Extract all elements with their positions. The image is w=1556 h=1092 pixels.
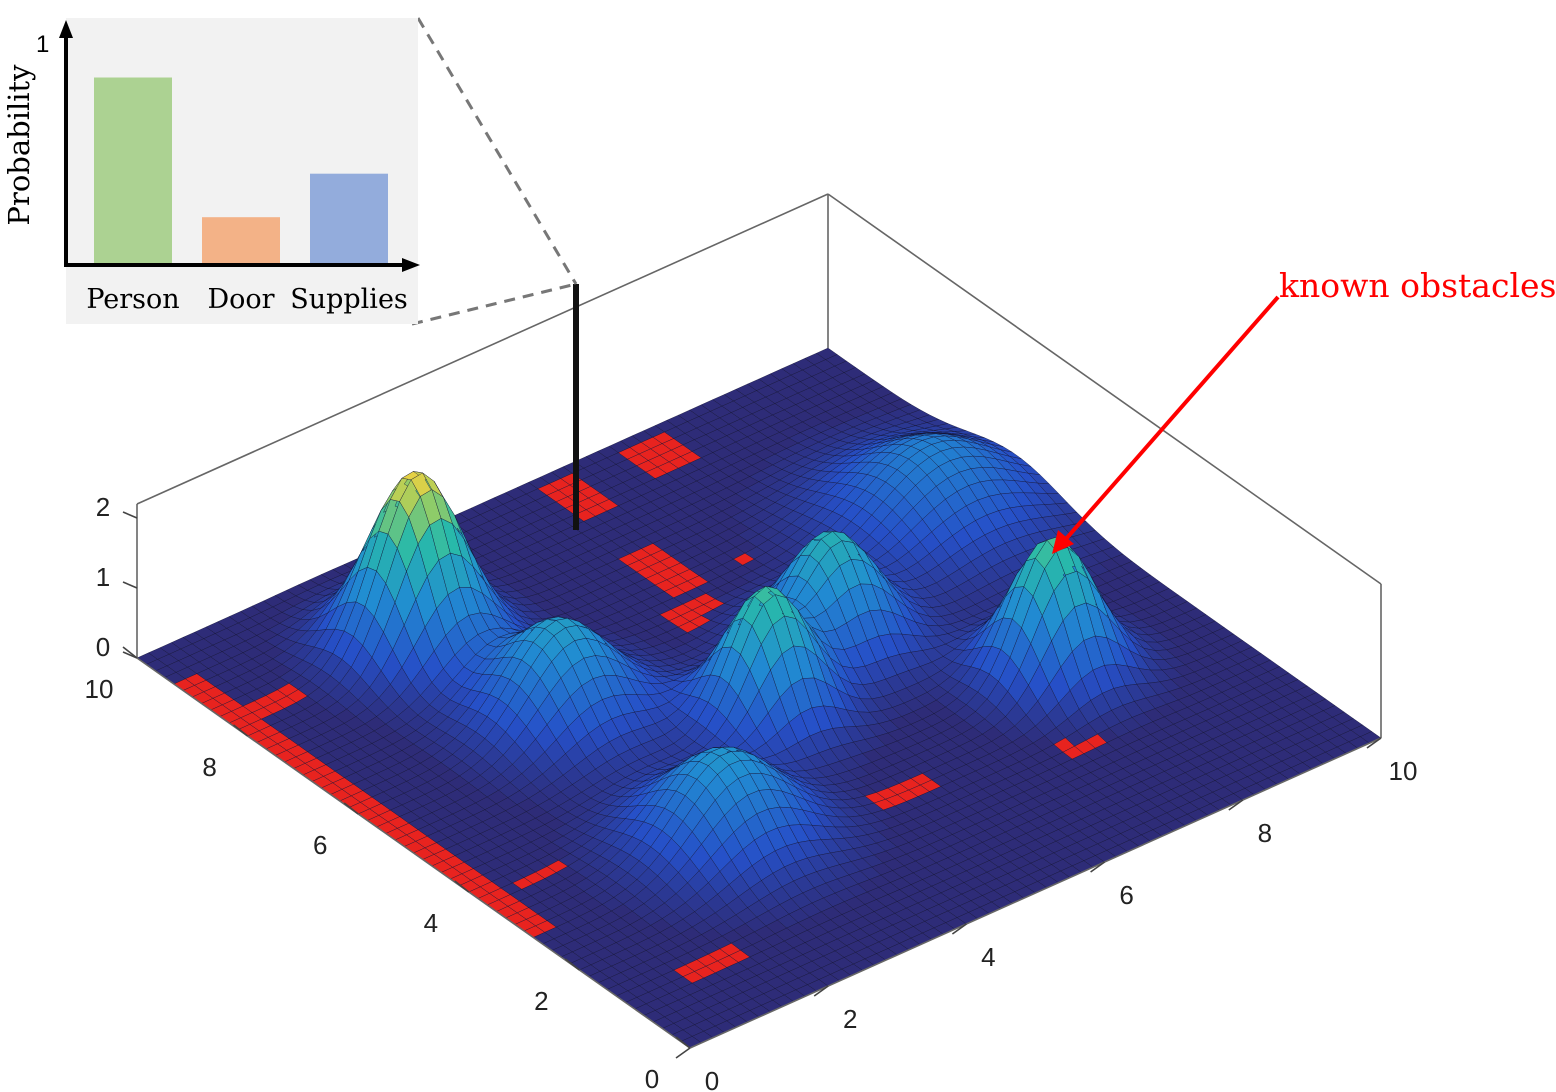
bar-door [202, 217, 280, 263]
z-tick-mark [122, 581, 138, 589]
bar-label-person: Person [86, 284, 179, 315]
x-tick-label: 0 [705, 1066, 719, 1092]
y-tick-label: 2 [534, 986, 548, 1016]
box-edge-top-right [827, 193, 1382, 585]
z-tick-label: 2 [96, 492, 110, 522]
bar-label-supplies: Supplies [290, 284, 408, 315]
x-tick-label: 10 [1389, 756, 1418, 786]
x-tick-label: 2 [843, 1004, 857, 1034]
x-tick-label: 4 [981, 942, 995, 972]
inset-y-tick-1: 1 [36, 31, 49, 58]
bar-label-door: Door [207, 284, 274, 315]
x-tick-label: 6 [1119, 880, 1133, 910]
bar-supplies [310, 173, 388, 263]
plot-box-back-edges [136, 193, 1382, 738]
z-tick-mark [122, 511, 138, 519]
inset-bar-chart: 1 Probability Person Door Supplies [2, 18, 420, 324]
y-tick-label: 10 [85, 674, 114, 704]
box-edge-top-left [136, 193, 829, 505]
annotation-label: known obstacles [1279, 266, 1556, 305]
z-tick-label: 1 [96, 562, 110, 592]
x-tick-mark [675, 1047, 691, 1059]
known-obstacles-annotation: known obstacles [1052, 266, 1556, 554]
z-tick-label: 0 [96, 632, 110, 662]
inset-connector-top [416, 17, 578, 285]
x-tick-label: 8 [1258, 818, 1272, 848]
bar-person [94, 77, 172, 263]
annotation-arrow-line [1063, 295, 1280, 542]
y-tick-label: 8 [202, 752, 216, 782]
probability-surface [136, 347, 1382, 1049]
y-tick-label: 0 [645, 1064, 659, 1092]
y-tick-label: 6 [313, 830, 327, 860]
inset-y-label: Probability [2, 64, 36, 226]
y-tick-label: 4 [424, 908, 438, 938]
